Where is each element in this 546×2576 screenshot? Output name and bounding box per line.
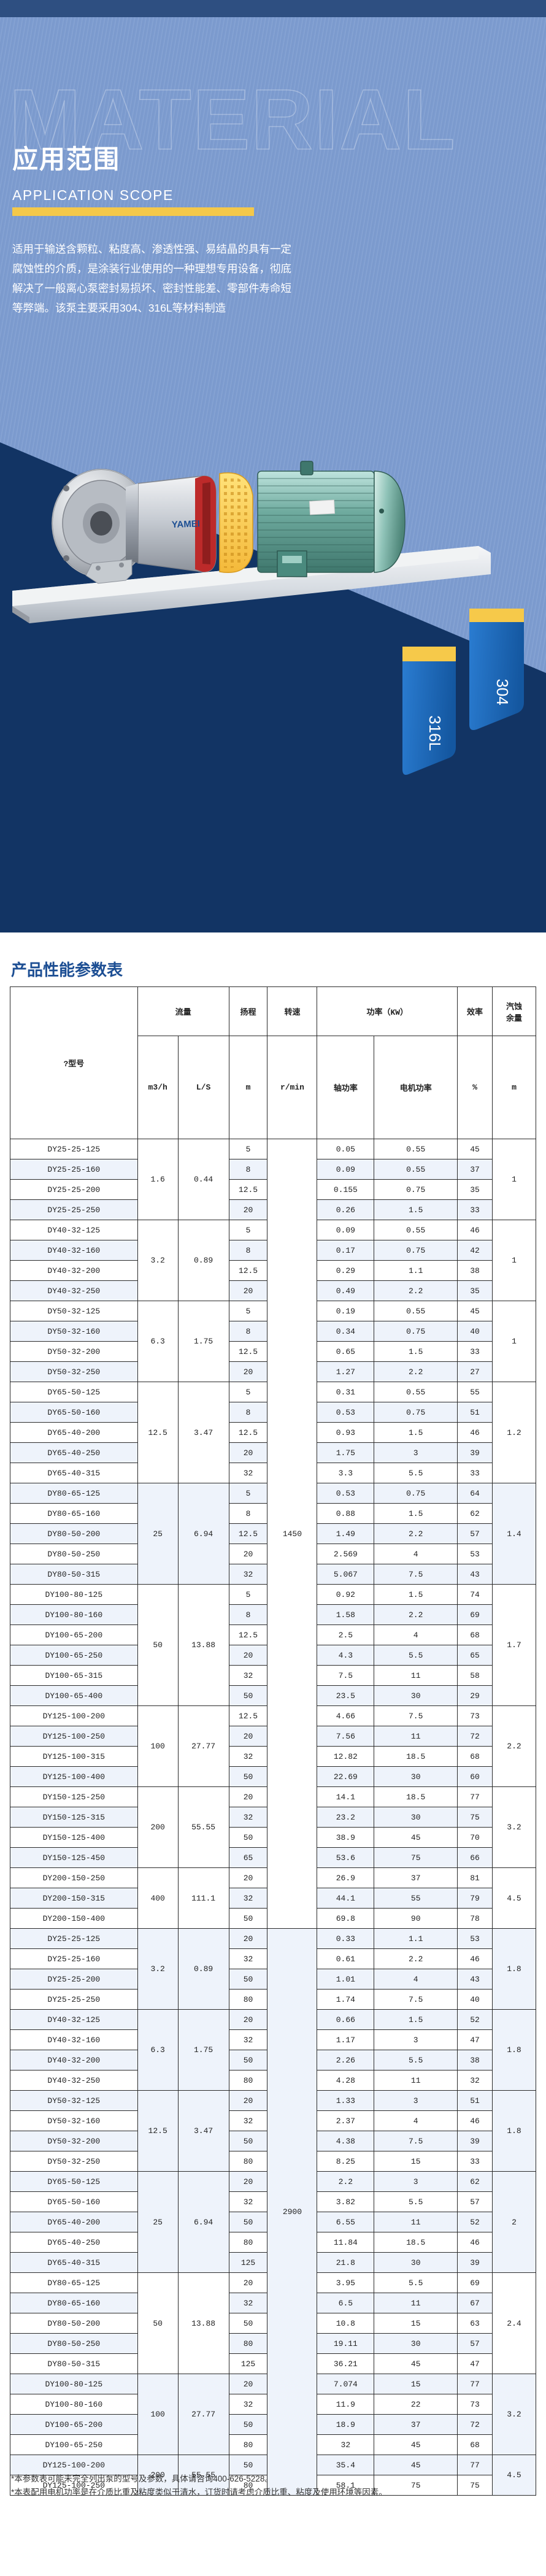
- svg-text:304: 304: [493, 679, 512, 705]
- svg-text:316L: 316L: [426, 715, 444, 751]
